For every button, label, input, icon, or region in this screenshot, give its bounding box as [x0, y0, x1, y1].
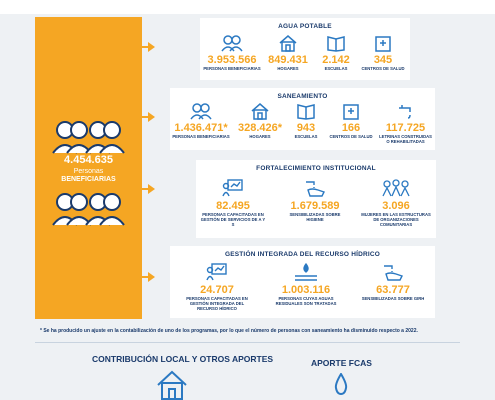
connector-line — [142, 116, 150, 118]
training-icon — [222, 179, 243, 197]
stat-value: 63.777 — [376, 284, 410, 296]
stat-value: 3.953.566 — [207, 54, 257, 66]
stat-value: 345 — [373, 54, 393, 66]
stat-label: PERSONAS CUYAS AGUAS RESIDUALES SON TRAT… — [275, 296, 337, 306]
stat-value: 943 — [296, 122, 316, 134]
stat-label: LETRINAS CONSTRUIDAS O REHABILITADAS — [379, 134, 432, 144]
people-icon — [190, 103, 212, 120]
stat-value: 24.707 — [200, 284, 234, 296]
stat-label: SENSIBILIZADAS SOBRE HIGIENE — [289, 212, 341, 222]
stat-centros-salud: 166 CENTROS DE SALUD — [328, 102, 374, 139]
connector-line — [142, 46, 150, 48]
house-icon — [279, 35, 297, 52]
card-title: GESTIÓN INTEGRADA DEL RECURSO HÍDRICO — [224, 251, 381, 258]
beneficiaries-label-line1: Personas — [73, 168, 104, 175]
stat-label: HOGARES — [249, 134, 271, 139]
stat-capacitadas: 82.495 PERSONAS CAPACITADAS EN GESTIÓN D… — [200, 178, 266, 227]
women-icon — [382, 179, 410, 197]
book-icon — [297, 104, 315, 120]
stat-label: ESCUELAS — [324, 66, 348, 71]
stat-label: PERSONAS BENEFICIARIAS — [203, 66, 261, 71]
footnote: * Se ha producido un ajuste en la contab… — [40, 328, 418, 334]
arrow-icon — [148, 42, 155, 52]
aporte-fcas-title: APORTE FCAS — [311, 358, 372, 368]
stat-value: 1.003.116 — [281, 284, 331, 296]
stat-centros-salud: 345 CENTROS DE SALUD — [358, 34, 408, 71]
stat-label: PERSONAS CAPACITADAS EN GESTIÓN INTEGRAD… — [186, 296, 248, 311]
stat-value: 3.096 — [382, 200, 410, 212]
stat-value: 1.436.471* — [174, 122, 228, 134]
stat-mujeres: 3.096 MUJERES EN LAS ESTRUCTURAS DE ORGA… — [360, 178, 432, 227]
stat-escuelas: 943 ESCUELAS — [288, 102, 324, 139]
stat-label: MUJERES EN LAS ESTRUCTURAS DE ORGANIZACI… — [361, 212, 431, 227]
hospital-icon — [375, 36, 391, 52]
stat-label: CENTROS DE SALUD — [329, 134, 373, 139]
stat-sensibilizadas-girh: 63.777 SENSIBILIZADAS SOBRE GIRH — [358, 262, 428, 301]
faucet-icon — [398, 105, 411, 119]
connector-line — [142, 188, 150, 190]
book-icon — [327, 36, 345, 52]
stat-value: 166 — [341, 122, 361, 134]
stat-label: PERSONAS CAPACITADAS EN GESTIÓN DE SERVI… — [200, 212, 266, 227]
stat-hogares: 849.431 HOGARES — [264, 34, 312, 71]
stat-label: ESCUELAS — [294, 134, 318, 139]
card-title: AGUA POTABLE — [278, 23, 332, 30]
saneamiento-card: SANEAMIENTO 1.436.471* PERSONAS BENEFICI… — [170, 88, 435, 150]
stat-label: PERSONAS BENEFICIARIAS — [172, 134, 230, 139]
stat-hogares: 328.426* HOGARES — [234, 102, 286, 139]
house-icon — [157, 370, 187, 400]
water-drop-icon — [334, 373, 348, 395]
house-icon — [251, 103, 269, 120]
stat-letrinas: 117.725 LETRINAS CONSTRUIDAS O REHABILIT… — [378, 102, 433, 144]
stat-value: 849.431 — [268, 54, 308, 66]
top-strip — [0, 0, 495, 14]
beneficiaries-panel: 4.454.635 Personas BENEFICIARIAS — [35, 17, 142, 319]
stat-value: 2.142 — [322, 54, 350, 66]
stat-label: SENSIBILIZADAS SOBRE GIRH — [361, 296, 425, 301]
divider — [35, 342, 460, 343]
contribucion-local-title: CONTRIBUCIÓN LOCAL Y OTROS APORTES — [92, 354, 274, 364]
handwash-icon — [306, 181, 325, 197]
stat-capacitadas-girh: 24.707 PERSONAS CAPACITADAS EN GESTIÓN I… — [182, 262, 252, 311]
arrow-icon — [148, 272, 155, 282]
stat-personas: 1.436.471* PERSONAS BENEFICIARIAS — [170, 102, 232, 139]
water-treatment-icon — [295, 262, 317, 281]
card-title: SANEAMIENTO — [277, 93, 328, 100]
arrow-icon — [148, 112, 155, 122]
stat-escuelas: 2.142 ESCUELAS — [316, 34, 356, 71]
agua-potable-card: AGUA POTABLE 3.953.566 PERSONAS BENEFICI… — [200, 18, 410, 80]
stat-value: 82.495 — [216, 200, 250, 212]
stat-value: 328.426* — [237, 122, 283, 134]
hospital-icon — [343, 104, 359, 120]
people-icon — [221, 35, 243, 52]
stat-higiene: 1.679.589 SENSIBILIZADAS SOBRE HIGIENE — [282, 178, 348, 222]
handwash-icon — [384, 265, 403, 281]
connector-line — [142, 276, 150, 278]
stat-value: 1.679.589 — [290, 200, 340, 212]
beneficiaries-number: 4.454.635 — [64, 154, 113, 166]
card-title: FORTALECIMIENTO INSTITUCIONAL — [256, 165, 376, 172]
people-icon — [52, 121, 125, 154]
training-icon — [206, 263, 227, 281]
fortalecimiento-card: FORTALECIMIENTO INSTITUCIONAL 82.495 PER… — [196, 160, 436, 238]
stat-personas: 3.953.566 PERSONAS BENEFICIARIAS — [202, 34, 262, 71]
beneficiaries-label-line2: BENEFICIARIAS — [61, 176, 116, 183]
stat-value: 117.725 — [385, 122, 426, 134]
arrow-icon — [148, 184, 155, 194]
stat-aguas-residuales: 1.003.116 PERSONAS CUYAS AGUAS RESIDUALE… — [270, 262, 342, 306]
people-icon — [52, 193, 125, 226]
stat-label: HOGARES — [277, 66, 299, 71]
stat-label: CENTROS DE SALUD — [361, 66, 405, 71]
gestion-card: GESTIÓN INTEGRADA DEL RECURSO HÍDRICO 24… — [170, 246, 435, 318]
